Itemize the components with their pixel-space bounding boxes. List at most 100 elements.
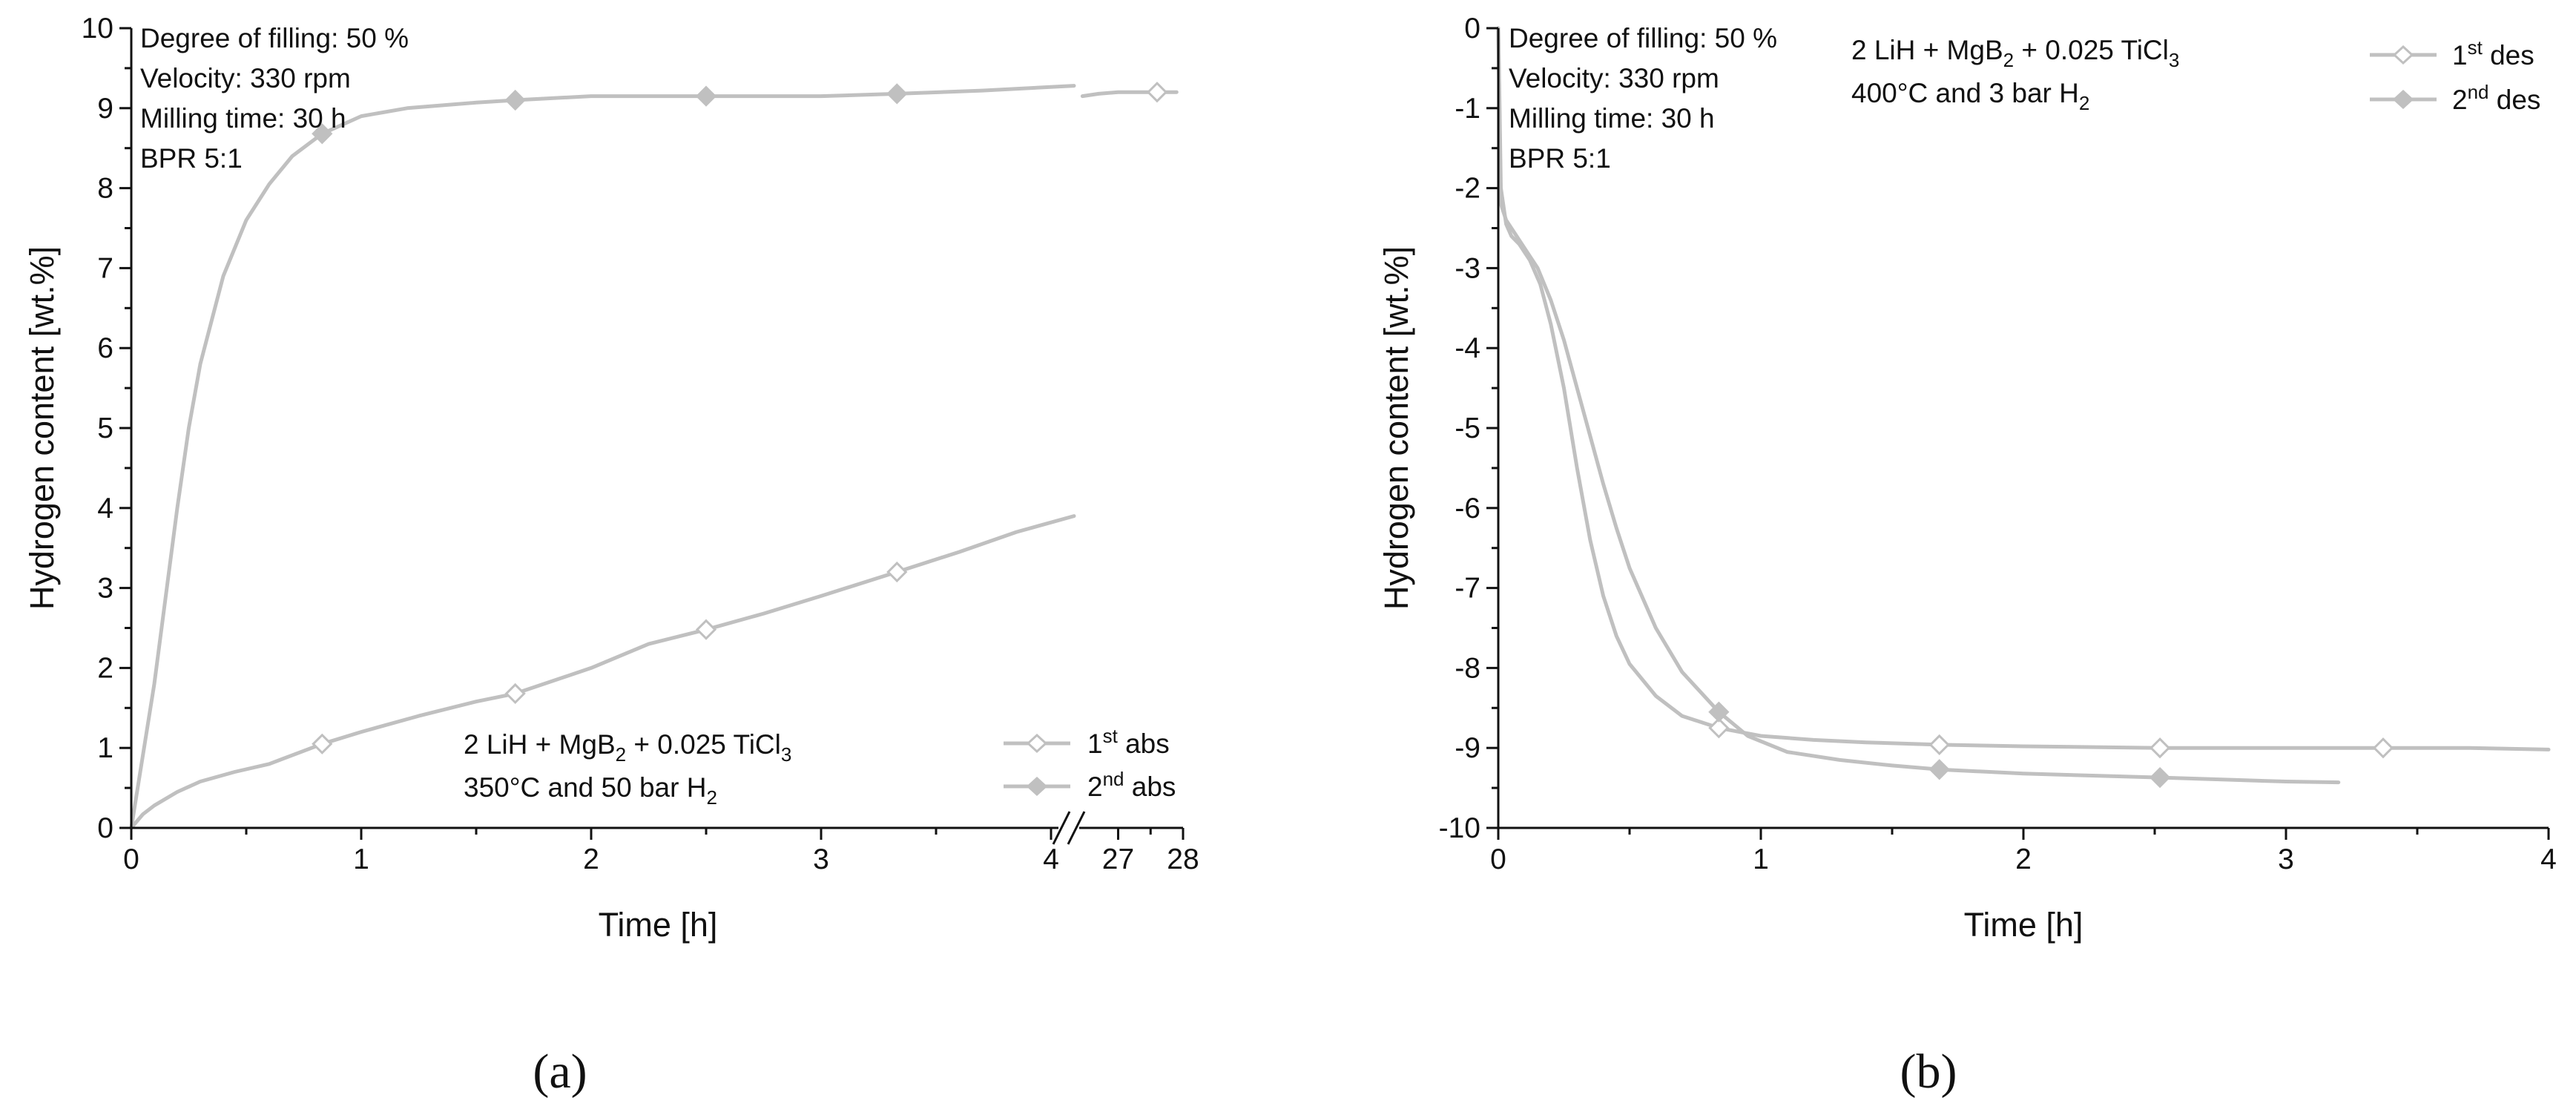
condition-part: 400°C and 3 bar H — [1851, 78, 2079, 108]
formula-part: + 0.025 TiCl — [626, 729, 781, 760]
panel-b-ylabel: Hydrogen content [wt.%] — [1377, 246, 1415, 610]
condition-part: 350°C and 50 bar H — [464, 772, 706, 803]
formula-part: 2 LiH + MgB — [464, 729, 616, 760]
x-tick-label: 3 — [2278, 843, 2294, 875]
y-tick-label: -4 — [1455, 332, 1480, 364]
series-line-2nd-des — [1496, 26, 2341, 785]
legend-label-2nd-abs: 2nd abs — [1087, 768, 1176, 802]
y-tick-label: 0 — [97, 812, 113, 844]
y-tick-label: 7 — [97, 252, 113, 284]
panel-b-annotation-top: Degree of filling: 50 % Velocity: 330 rp… — [1509, 23, 1777, 174]
series-line-1st-abs — [129, 514, 1076, 830]
panel-b-label: (b) — [1900, 1045, 1957, 1099]
data-marker-1st-abs — [886, 561, 908, 583]
data-marker-2nd-abs — [695, 85, 717, 107]
data-marker-2nd-abs — [312, 123, 333, 145]
x-tick-label: 0 — [123, 843, 139, 875]
y-tick-label: 2 — [97, 652, 113, 684]
condition-subscript: 2 — [706, 786, 717, 809]
legend-label-1st-abs: 1st abs — [1087, 725, 1170, 759]
panel-a-ylabel: Hydrogen content [wt.%] — [23, 246, 61, 610]
legend-label-1st-des: 1st des — [2452, 36, 2534, 70]
panel-b: 0 -1 -2 -3 -4 -5 -6 -7 -8 -9 -10 0 1 2 3 4 Hydrogen co… — [1377, 13, 2557, 1099]
x-tick-label: 4 — [2540, 843, 2557, 875]
y-tick-label: -6 — [1455, 493, 1480, 524]
panel-a-axis-break-mark — [1067, 811, 1086, 845]
legend-superscript: st — [2468, 36, 2483, 59]
data-marker-1st-abs — [312, 733, 333, 754]
y-tick-label: 3 — [97, 573, 113, 605]
annotation-line: Milling time: 30 h — [1509, 103, 1715, 134]
legend-number: 1 — [1087, 728, 1103, 759]
formula-part: + 0.025 TiCl — [2014, 35, 2169, 65]
formula-subscript: 3 — [2169, 49, 2179, 71]
x-tick-label: 2 — [2015, 843, 2032, 875]
annotation-line: Degree of filling: 50 % — [1509, 23, 1777, 53]
formula-text: 2 LiH + MgB2 + 0.025 TiCl3 — [464, 729, 791, 766]
panel-b-series-layer — [1496, 26, 2551, 785]
data-marker-2nd-des — [1708, 701, 1730, 723]
annotation-line: BPR 5:1 — [1509, 143, 1611, 174]
x-tick-label: 28 — [1167, 843, 1199, 875]
y-tick-label: 9 — [97, 93, 113, 125]
panel-a-legend: 1st abs 2nd abs — [1004, 725, 1176, 802]
annotation-line: BPR 5:1 — [140, 143, 243, 174]
condition-subscript: 2 — [2079, 92, 2089, 114]
panel-a-series-layer — [129, 84, 1179, 830]
panel-b-y-ticks: 0 -1 -2 -3 -4 -5 -6 -7 -8 -9 -10 — [1439, 13, 1498, 844]
data-marker-2nd-des — [2149, 766, 2171, 789]
panel-a-label: (a) — [533, 1045, 587, 1099]
x-tick-label: 4 — [1043, 843, 1059, 875]
y-tick-label: -8 — [1455, 652, 1480, 684]
panel-a-axis-break-mark — [1052, 811, 1071, 845]
y-tick-label: 8 — [97, 173, 113, 205]
annotation-line: Velocity: 330 rpm — [140, 63, 351, 93]
condition-text: 400°C and 3 bar H2 — [1851, 78, 2089, 114]
legend-text: abs — [1124, 772, 1176, 802]
legend-number: 2 — [2452, 85, 2468, 115]
formula-subscript: 2 — [616, 743, 626, 766]
annotation-line: Degree of filling: 50 % — [140, 23, 409, 53]
panel-a-xlabel: Time [h] — [599, 906, 718, 944]
panel-a-x-ticks: 0 1 2 3 4 27 28 — [123, 828, 1199, 875]
data-marker-1st-des — [1928, 734, 1950, 756]
legend-superscript: st — [1103, 725, 1119, 747]
panel-b-x-ticks: 0 1 2 3 4 — [1490, 828, 2557, 875]
condition-text: 350°C and 50 bar H2 — [464, 772, 717, 809]
y-tick-label: 5 — [97, 412, 113, 444]
panel-a-y-ticks: 0 1 2 3 4 5 6 7 8 9 10 — [82, 13, 131, 844]
y-tick-label: 6 — [97, 332, 113, 364]
x-tick-label: 2 — [583, 843, 599, 875]
data-marker-1st-abs — [695, 619, 717, 640]
formula-part: 2 LiH + MgB — [1851, 35, 2003, 65]
y-tick-label: 10 — [82, 13, 113, 45]
legend-marker-filled-diamond — [1026, 776, 1048, 797]
legend-text: des — [2483, 40, 2534, 70]
x-tick-label: 1 — [1753, 843, 1769, 875]
data-marker-after-break — [1146, 82, 1168, 103]
x-tick-label: 27 — [1102, 843, 1134, 875]
annotation-line: Velocity: 330 rpm — [1509, 63, 1719, 93]
legend-text: abs — [1118, 728, 1170, 759]
formula-text: 2 LiH + MgB2 + 0.025 TiCl3 — [1851, 35, 2179, 71]
panel-a: 0 1 2 3 4 5 6 7 8 9 10 0 1 2 3 4 27 28 Hydrogen content … — [23, 13, 1199, 1099]
legend-superscript: nd — [2468, 81, 2489, 103]
y-tick-label: -1 — [1455, 93, 1480, 125]
data-marker-2nd-abs — [886, 83, 908, 105]
data-marker-1st-des — [2149, 737, 2171, 759]
y-tick-label: 1 — [97, 732, 113, 764]
x-tick-label: 0 — [1490, 843, 1506, 875]
legend-superscript: nd — [1103, 768, 1124, 790]
formula-subscript: 2 — [2003, 49, 2014, 71]
y-tick-label: -3 — [1455, 252, 1480, 284]
annotation-line: Milling time: 30 h — [140, 103, 346, 134]
y-tick-label: 0 — [1464, 13, 1480, 45]
y-tick-label: -9 — [1455, 732, 1480, 764]
y-tick-label: -2 — [1455, 173, 1480, 205]
legend-text: des — [2489, 85, 2541, 115]
panel-b-xlabel: Time [h] — [1964, 906, 2083, 944]
legend-marker-open-diamond — [2392, 45, 2414, 65]
data-marker-1st-des — [1708, 717, 1730, 739]
series-line-1st-des — [1496, 26, 2551, 751]
